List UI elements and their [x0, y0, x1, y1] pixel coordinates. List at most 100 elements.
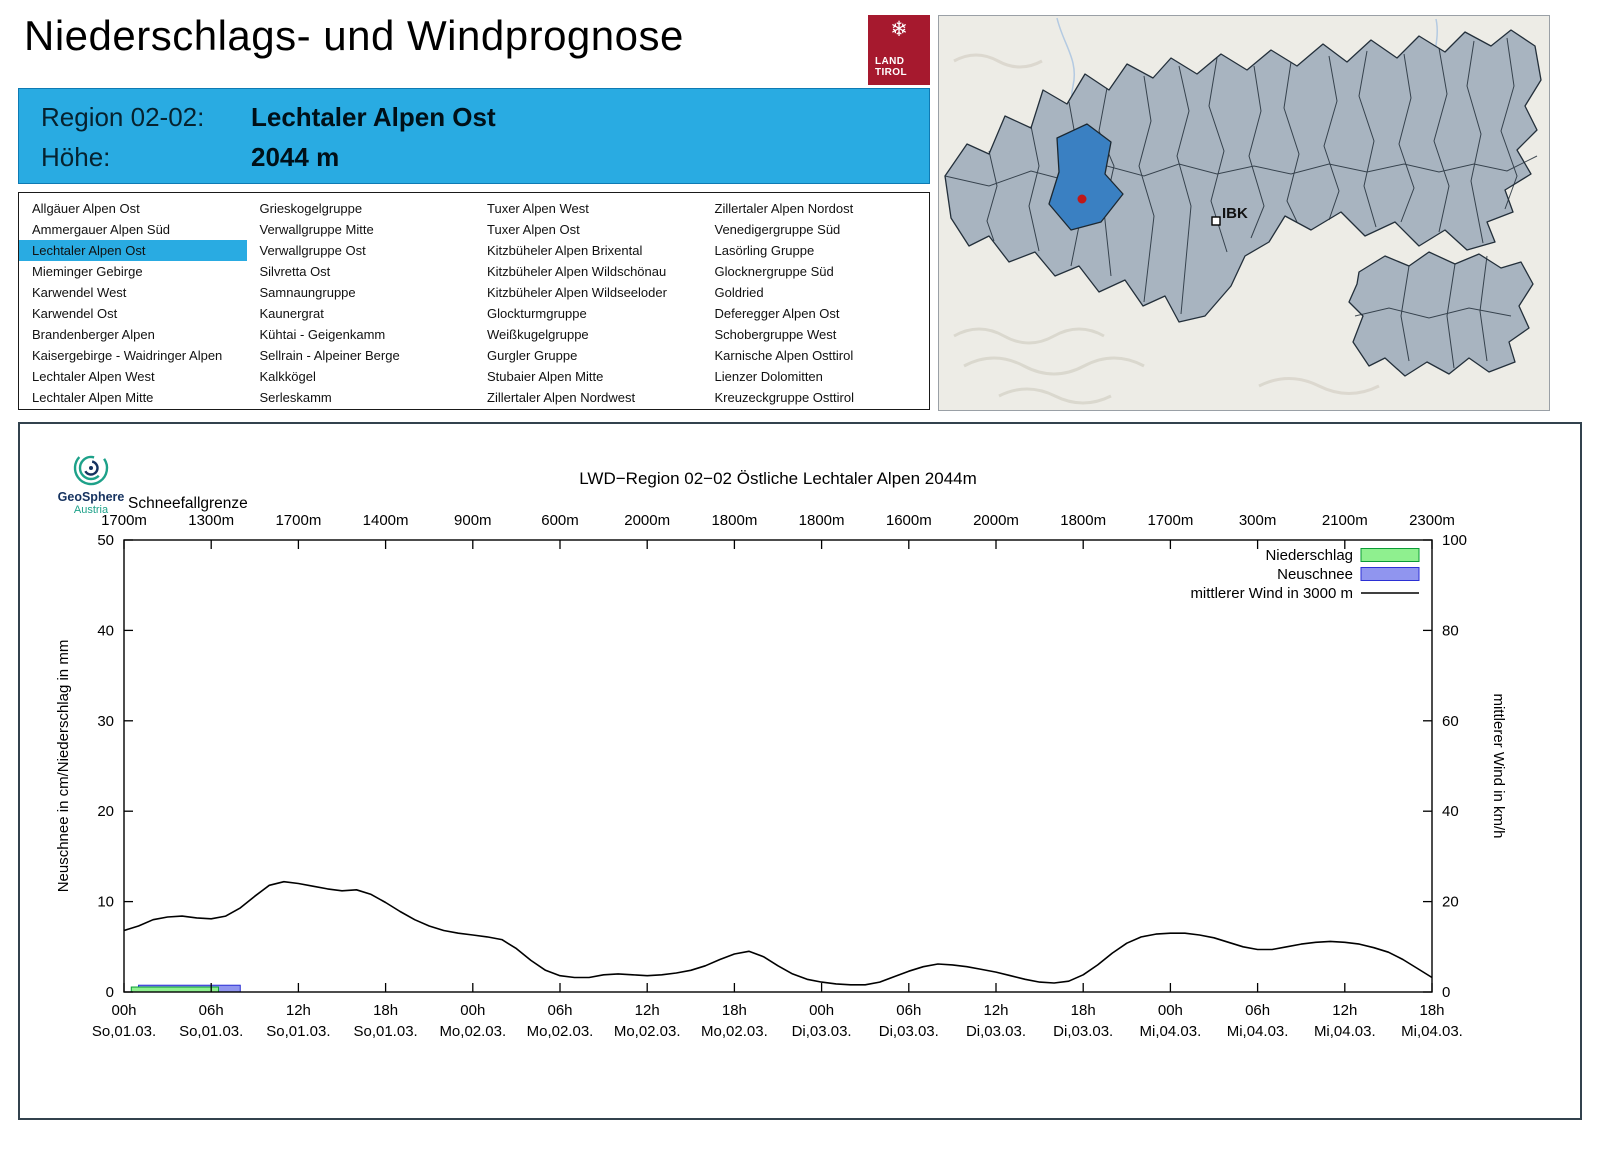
- selected-region-dot: [1077, 194, 1087, 204]
- region-list-item[interactable]: Venedigergruppe Süd: [714, 222, 841, 237]
- region-list-item[interactable]: Kitzbüheler Alpen Wildschönau: [487, 264, 667, 279]
- region-list-item[interactable]: Serleskamm: [259, 390, 332, 405]
- region-list-item[interactable]: Stubaier Alpen Mitte: [487, 369, 604, 384]
- region-list-item[interactable]: Lienzer Dolomitten: [714, 369, 823, 384]
- region-list-item[interactable]: Karwendel West: [32, 285, 127, 300]
- region-list-column: Tuxer Alpen West Tuxer Alpen Ost Kitzbühel…: [474, 198, 702, 409]
- region-list-item[interactable]: Lechtaler Alpen Ost: [19, 240, 247, 261]
- chart-text: 00h: [809, 1002, 834, 1019]
- region-list-item[interactable]: Samnaungruppe: [259, 285, 356, 300]
- chart-text: 1700m: [101, 512, 147, 529]
- region-list-item[interactable]: Deferegger Alpen Ost: [714, 306, 840, 321]
- chart-text: 60: [1442, 713, 1459, 730]
- chart-text: mittlerer Wind in 3000 m: [1190, 585, 1353, 602]
- region-list-item[interactable]: Verwallgruppe Mitte: [259, 222, 374, 237]
- region-list-item[interactable]: Goldried: [714, 285, 764, 300]
- region-list-item[interactable]: Grieskogelgruppe: [259, 201, 363, 216]
- chart-text: 10: [97, 894, 114, 911]
- chart-text: 2300m: [1409, 512, 1455, 529]
- chart-text: 0: [1442, 984, 1450, 1001]
- region-list-item[interactable]: Gurgler Gruppe: [487, 348, 578, 363]
- region-list-item[interactable]: Kaisergebirge - Waidringer Alpen: [32, 348, 223, 363]
- region-list-item[interactable]: Allgäuer Alpen Ost: [32, 201, 140, 216]
- map-regions[interactable]: [944, 29, 1542, 377]
- region-list-item[interactable]: Karnische Alpen Osttirol: [714, 348, 854, 363]
- chart-text: Mi,04.03.: [1140, 1023, 1202, 1040]
- chart-dynamic-content: 00h So,01.03. 1700m 06h So,01.03. 1300m 12h So,…: [92, 512, 1467, 1040]
- chart-text: Neuschnee: [1277, 566, 1353, 583]
- region-list-item[interactable]: Zillertaler Alpen Nordwest: [487, 390, 636, 405]
- chart-text: 00h: [111, 1002, 136, 1019]
- chart-text: 20: [97, 803, 114, 820]
- region-list-item[interactable]: Lasörling Gruppe: [714, 243, 815, 258]
- tirol-label: TIROL: [875, 67, 907, 78]
- region-list: Allgäuer Alpen Ost Ammergauer Alpen Süd Le…: [18, 192, 930, 410]
- region-list-item[interactable]: Kühtai - Geigenkamm: [259, 327, 386, 342]
- region-label: Region 02-02:: [41, 102, 205, 132]
- forecast-chart-panel: 00h So,01.03. 1700m 06h So,01.03. 1300m 12h So,…: [18, 422, 1582, 1120]
- map-region-borders: [944, 37, 1538, 369]
- map-region-east-tirol[interactable]: [1348, 251, 1534, 377]
- chart-text: So,01.03.: [353, 1023, 417, 1040]
- chart-text: So,01.03.: [179, 1023, 243, 1040]
- region-list-item[interactable]: Lechtaler Alpen West: [32, 369, 155, 384]
- chart-title: LWD−Region 02−02 Östliche Lechtaler Alpe…: [579, 469, 977, 488]
- region-list-item[interactable]: Silvretta Ost: [259, 264, 331, 279]
- chart-text: 50: [97, 532, 114, 549]
- tirol-map[interactable]: IBK: [939, 16, 1549, 410]
- region-list-item[interactable]: Kitzbüheler Alpen Brixental: [487, 243, 643, 258]
- chart-text: 2000m: [973, 512, 1019, 529]
- chart-text: 20: [1442, 894, 1459, 911]
- geosphere-name: GeoSphere: [57, 490, 125, 504]
- chart-text: 1300m: [188, 512, 234, 529]
- region-value: Lechtaler Alpen Ost: [251, 102, 496, 132]
- chart-text: 600m: [541, 512, 579, 529]
- chart-text: 1700m: [1147, 512, 1193, 529]
- region-list-item[interactable]: Karwendel Ost: [32, 306, 118, 321]
- chart-text: 40: [1442, 803, 1459, 820]
- chart-text: 12h: [635, 1002, 660, 1019]
- chart-text: 06h: [199, 1002, 224, 1019]
- region-list-item[interactable]: Schobergruppe West: [714, 327, 837, 342]
- region-list-item[interactable]: Kitzbüheler Alpen Wildseeloder: [487, 285, 667, 300]
- chart-text: 0: [106, 984, 114, 1001]
- region-list-item[interactable]: Kreuzeckgruppe Osttirol: [714, 390, 854, 405]
- chart-text: 06h: [896, 1002, 921, 1019]
- map-region-selected[interactable]: [1048, 123, 1124, 231]
- region-list-item[interactable]: Brandenberger Alpen: [32, 327, 155, 342]
- chart-text: 1600m: [886, 512, 932, 529]
- region-list-item[interactable]: Ammergauer Alpen Süd: [32, 222, 171, 237]
- chart-text: 1700m: [275, 512, 321, 529]
- snowflake-icon: ❄: [890, 18, 908, 41]
- region-list-item[interactable]: Tuxer Alpen Ost: [487, 222, 580, 237]
- chart-text: So,01.03.: [266, 1023, 330, 1040]
- chart-text: Mi,04.03.: [1227, 1023, 1289, 1040]
- chart-text: 80: [1442, 622, 1459, 639]
- region-list-item[interactable]: Glockturmgruppe: [487, 306, 587, 321]
- region-list-item[interactable]: Zillertaler Alpen Nordost: [714, 201, 854, 216]
- region-list-item[interactable]: Lechtaler Alpen Mitte: [32, 390, 154, 405]
- region-list-item[interactable]: Kalkkögel: [259, 369, 316, 384]
- region-list-item[interactable]: Sellrain - Alpeiner Berge: [259, 348, 400, 363]
- niederschlag-bar: [130, 986, 219, 993]
- region-list-column: Zillertaler Alpen Nordost Venedigergruppe…: [702, 198, 930, 409]
- region-list-column: Allgäuer Alpen Ost Ammergauer Alpen Süd Le…: [19, 198, 247, 409]
- region-list-item[interactable]: Glocknergruppe Süd: [714, 264, 834, 279]
- chart-text: Mo,02.03.: [527, 1023, 594, 1040]
- region-list-item[interactable]: Tuxer Alpen West: [487, 201, 589, 216]
- chart-text: So,01.03.: [92, 1023, 156, 1040]
- ibk-marker: IBK: [1211, 205, 1248, 226]
- snowline-label: Schneefallgrenze: [128, 495, 248, 512]
- region-list-item[interactable]: Kaunergrat: [259, 306, 324, 321]
- geosphere-spiral-icon: [73, 450, 109, 486]
- chart-text: 100: [1442, 532, 1467, 549]
- region-info-box: Region 02-02: Lechtaler Alpen Ost Höhe: …: [18, 88, 930, 184]
- forecast-chart: 00h So,01.03. 1700m 06h So,01.03. 1300m 12h So,…: [55, 469, 1507, 1040]
- y-axis-label-left: Neuschnee in cm/Niederschlag in mm: [55, 640, 72, 893]
- map-region-north-tirol[interactable]: [944, 29, 1542, 323]
- chart-text: 00h: [1158, 1002, 1183, 1019]
- geosphere-logo: GeoSphere Austria: [50, 446, 132, 516]
- region-list-item[interactable]: Weißkugelgruppe: [487, 327, 589, 342]
- region-list-item[interactable]: Mieminger Gebirge: [32, 264, 143, 279]
- region-list-item[interactable]: Verwallgruppe Ost: [259, 243, 366, 258]
